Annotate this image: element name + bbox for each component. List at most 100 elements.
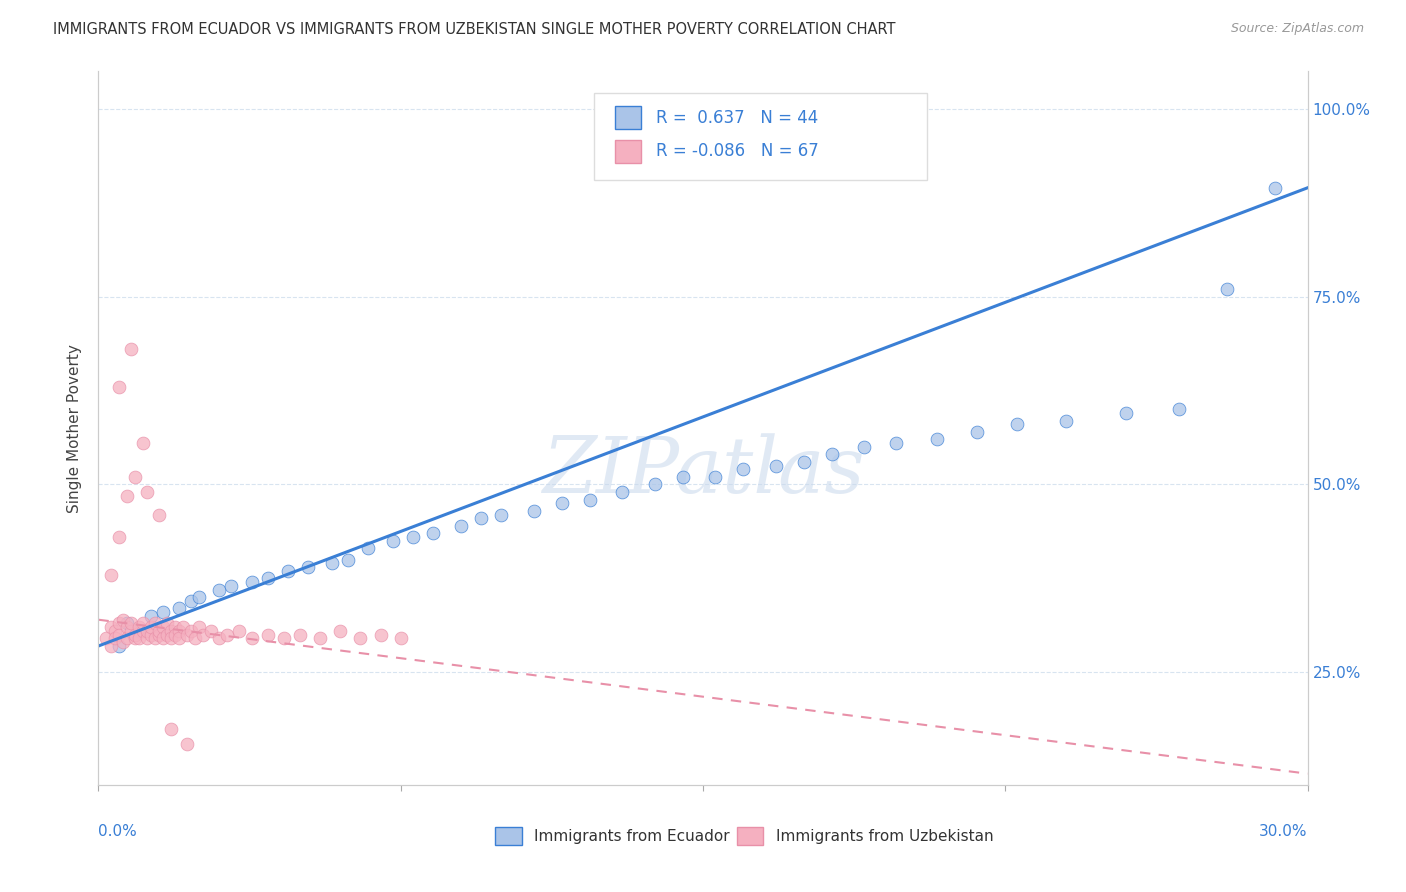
Point (966, 425, 988, 439)
Point (277, 564, 299, 578)
Point (208, 582, 231, 597)
Point (107, 628, 129, 642)
Point (156, 616, 179, 631)
Point (115, 616, 138, 631)
Point (107, 616, 129, 631)
Point (288, 628, 311, 642)
Point (184, 632, 207, 646)
Point (381, 533, 404, 548)
Point (132, 624, 155, 638)
Point (612, 485, 634, 500)
Point (115, 620, 138, 634)
Text: Source: ZipAtlas.com: Source: ZipAtlas.com (1230, 22, 1364, 36)
Point (139, 628, 162, 642)
Point (357, 541, 380, 556)
Point (1167, 402, 1189, 417)
Point (100, 567, 122, 582)
Point (217, 628, 239, 642)
Point (329, 624, 352, 638)
Point (111, 613, 134, 627)
Point (172, 620, 194, 634)
Text: ZIPatlas: ZIPatlas (541, 433, 865, 509)
Point (124, 628, 146, 642)
Point (579, 492, 602, 507)
Point (107, 530, 129, 544)
Point (103, 624, 125, 638)
Point (167, 632, 190, 646)
Point (163, 620, 186, 634)
Point (163, 628, 186, 642)
Text: R =  0.637   N = 44: R = 0.637 N = 44 (655, 109, 818, 127)
Y-axis label: Single Mother Poverty: Single Mother Poverty (67, 343, 83, 513)
Point (176, 737, 198, 751)
Point (139, 620, 162, 634)
Point (337, 552, 360, 566)
Point (128, 632, 150, 646)
Point (100, 639, 122, 653)
Text: R = -0.086   N = 67: R = -0.086 N = 67 (655, 143, 818, 161)
Point (167, 624, 190, 638)
Point (422, 526, 444, 541)
Point (152, 632, 174, 646)
Text: Immigrants from Uzbekistan: Immigrants from Uzbekistan (776, 829, 993, 844)
Text: IMMIGRANTS FROM ECUADOR VS IMMIGRANTS FROM UZBEKISTAN SINGLE MOTHER POVERTY CORR: IMMIGRANTS FROM ECUADOR VS IMMIGRANTS FR… (53, 22, 896, 37)
Point (200, 624, 222, 638)
Point (228, 624, 250, 638)
Point (321, 557, 343, 571)
Point (143, 632, 166, 646)
Point (128, 624, 150, 638)
Point (128, 620, 150, 634)
Point (152, 620, 174, 634)
Point (644, 477, 666, 491)
Point (96, 632, 118, 646)
Point (704, 470, 727, 484)
Text: 30.0%: 30.0% (1260, 824, 1308, 839)
Point (132, 616, 155, 631)
Point (491, 508, 513, 522)
Point (297, 560, 319, 574)
Point (120, 624, 142, 638)
Point (821, 447, 844, 461)
Point (389, 632, 412, 646)
Point (148, 624, 170, 638)
FancyBboxPatch shape (614, 106, 641, 129)
Point (273, 632, 295, 646)
Point (672, 470, 695, 484)
Point (180, 624, 202, 638)
Point (1115, 406, 1137, 420)
Point (100, 620, 122, 634)
Point (176, 628, 198, 642)
FancyBboxPatch shape (595, 93, 927, 180)
Point (103, 632, 125, 646)
Point (733, 462, 755, 476)
Point (240, 575, 263, 590)
Point (1054, 414, 1077, 428)
Point (450, 518, 472, 533)
Text: Immigrants from Ecuador: Immigrants from Ecuador (534, 829, 730, 844)
Point (132, 436, 155, 450)
FancyBboxPatch shape (737, 828, 763, 846)
Point (309, 632, 332, 646)
Point (402, 530, 425, 544)
Point (120, 343, 142, 357)
Point (793, 455, 815, 469)
Point (765, 458, 787, 473)
FancyBboxPatch shape (495, 828, 522, 846)
Point (111, 635, 134, 649)
Point (152, 605, 174, 619)
Point (115, 632, 138, 646)
Point (148, 628, 170, 642)
Text: 0.0%: 0.0% (98, 824, 138, 839)
Point (139, 609, 162, 624)
Point (148, 508, 170, 522)
Point (1264, 181, 1286, 195)
Point (349, 632, 371, 646)
Point (167, 601, 190, 615)
Point (853, 440, 876, 454)
Point (221, 579, 243, 593)
Point (160, 624, 183, 638)
Point (256, 571, 278, 585)
Point (143, 616, 166, 631)
Point (551, 496, 574, 510)
Point (240, 632, 263, 646)
